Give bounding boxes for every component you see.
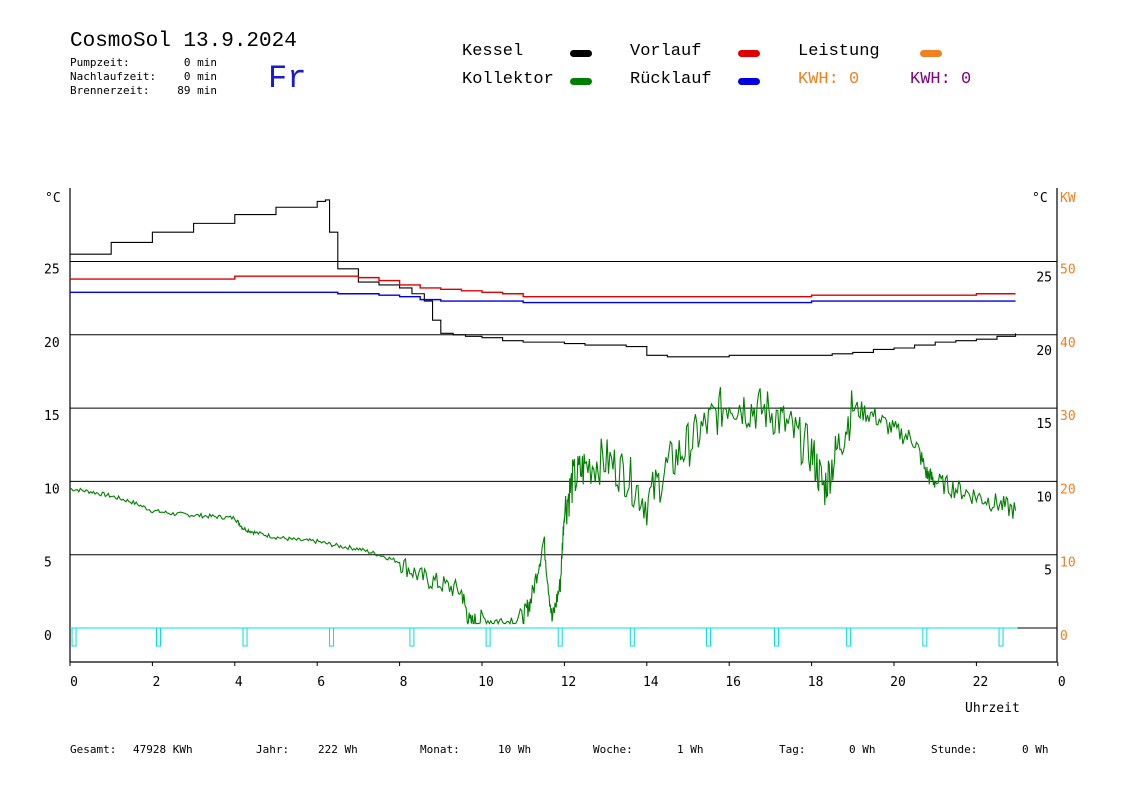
- leistung-pulse-7: [629, 627, 635, 647]
- series-line-kessel: [70, 199, 1017, 358]
- burner-time-value: 89 min: [177, 84, 217, 97]
- y-tick-power-10: 10: [1060, 556, 1076, 571]
- y-tick-right-20: 20: [1036, 344, 1052, 359]
- leistung-pulse-6: [557, 627, 563, 647]
- legend-swatch-ruecklauf: [738, 78, 760, 85]
- legend-swatch-kollektor: [570, 78, 592, 85]
- x-tick-label-3: 6: [317, 675, 325, 690]
- x-tick-label-9: 18: [808, 675, 824, 690]
- x-axis-label: Uhrzeit: [965, 701, 1020, 716]
- page-title: CosmoSol 13.9.2024: [70, 30, 297, 53]
- footer-day-label: Tag:: [779, 743, 806, 756]
- y-tick-left-20: 20: [44, 336, 60, 351]
- y-tick-power-50: 50: [1060, 263, 1076, 278]
- x-tick-label-4: 8: [400, 675, 408, 690]
- y-tick-right-10: 10: [1036, 490, 1052, 505]
- leistung-pulse-10: [846, 627, 852, 647]
- leistung-pulse-1: [156, 627, 162, 647]
- footer-month-label: Monat:: [420, 743, 460, 756]
- legend-label-kessel: Kessel: [462, 42, 524, 61]
- y-tick-power-20: 20: [1060, 482, 1076, 497]
- y-tick-left-5: 5: [44, 556, 52, 571]
- y-tick-power-40: 40: [1060, 336, 1076, 351]
- y-tick-left-25: 25: [44, 263, 60, 278]
- legend-swatch-leistung: [920, 50, 942, 57]
- footer-year-value: 222 Wh: [318, 743, 358, 756]
- pump-time-label: Pumpzeit:: [70, 56, 130, 69]
- y-tick-right-5: 5: [1044, 564, 1052, 579]
- pump-time-value: 0 min: [183, 56, 217, 69]
- footer-month-value: 10 Wh: [498, 743, 532, 756]
- kwh-orange: KWH: 0: [798, 70, 860, 89]
- x-tick-label-1: 2: [152, 675, 160, 690]
- footer-total-label: Gesamt:: [70, 743, 117, 756]
- afterrun-time-value: 0 min: [183, 70, 217, 83]
- x-tick-label-8: 16: [725, 675, 741, 690]
- series-line-vorlauf: [70, 275, 1016, 298]
- weekday-label: Fr: [268, 60, 307, 97]
- leistung-pulse-4: [409, 627, 415, 647]
- leistung-pulse-8: [706, 627, 712, 647]
- legend-label-leistung: Leistung: [798, 42, 880, 61]
- leistung-pulse-0: [71, 627, 77, 647]
- leistung-pulse-11: [922, 627, 928, 647]
- footer-year-label: Jahr:: [256, 743, 290, 756]
- y-tick-power-0: 0: [1060, 629, 1068, 644]
- leistung-pulse-3: [329, 627, 335, 647]
- y-tick-left-10: 10: [44, 482, 60, 497]
- x-tick-label-5: 10: [478, 675, 494, 690]
- x-tick-label-6: 12: [561, 675, 577, 690]
- x-tick-label-7: 14: [643, 675, 659, 690]
- series-line-kollektor: [69, 387, 1017, 626]
- y-axis-unit-left: °C: [45, 191, 61, 206]
- legend-swatch-vorlauf: [738, 50, 760, 57]
- x-tick-label-10: 20: [890, 675, 906, 690]
- legend-label-vorlauf: Vorlauf: [630, 42, 702, 61]
- footer-hour-value: 0 Wh: [1022, 743, 1049, 756]
- footer-hour-label: Stunde:: [931, 743, 978, 756]
- burner-time-label: Brennerzeit:: [70, 84, 150, 97]
- footer-day-value: 0 Wh: [849, 743, 876, 756]
- y-tick-left-0: 0: [44, 629, 52, 644]
- series-line-rcklauf: [70, 291, 1016, 304]
- leistung-pulse-9: [774, 627, 780, 647]
- leistung-pulse-12: [998, 627, 1004, 647]
- y-tick-right-15: 15: [1036, 417, 1052, 432]
- footer-week-value: 1 Wh: [677, 743, 704, 756]
- x-tick-label-11: 22: [973, 675, 989, 690]
- legend-label-ruecklauf: Rücklauf: [630, 70, 712, 89]
- x-tick-label-2: 4: [235, 675, 243, 690]
- footer-week-label: Woche:: [593, 743, 633, 756]
- y-axis-unit-power: KW: [1060, 191, 1076, 206]
- legend-swatch-kessel: [570, 50, 592, 57]
- footer-total-value: 47928 KWh: [133, 743, 193, 756]
- afterrun-time-label: Nachlaufzeit:: [70, 70, 157, 83]
- leistung-pulse-5: [485, 627, 491, 647]
- x-tick-label-0: 0: [70, 675, 78, 690]
- kwh-purple: KWH: 0: [910, 70, 972, 89]
- y-tick-left-15: 15: [44, 409, 60, 424]
- leistung-pulse-2: [242, 627, 248, 647]
- y-axis-unit-right: °C: [1032, 191, 1048, 206]
- legend-label-kollektor: Kollektor: [462, 70, 554, 89]
- y-tick-right-25: 25: [1036, 271, 1052, 286]
- y-tick-power-30: 30: [1060, 409, 1076, 424]
- x-tick-label-12: 0: [1058, 675, 1066, 690]
